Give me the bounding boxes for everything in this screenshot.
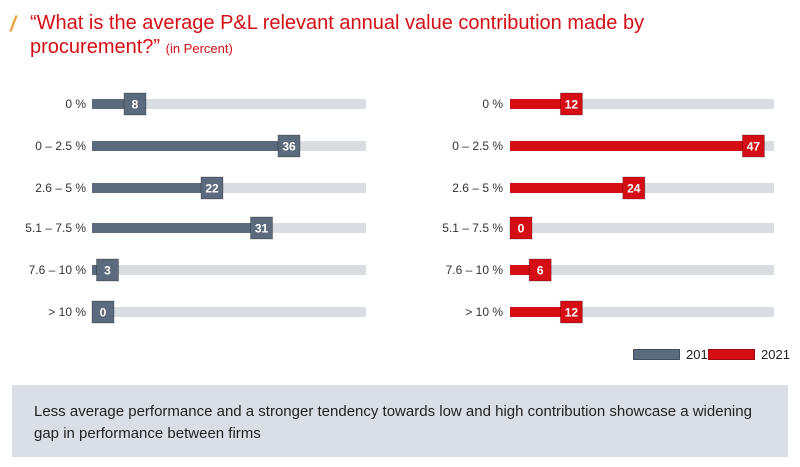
value-box-2021: [622, 176, 646, 200]
data-label-2021: 24: [627, 182, 641, 196]
footer-note: Less average performance and a stronger …: [12, 385, 788, 457]
data-label-2021: 47: [747, 140, 761, 154]
bar-track-2021: [510, 265, 774, 275]
title-accent-slash: /: [10, 13, 16, 36]
chart-title-main: “What is the average P&L relevant annual…: [30, 12, 645, 58]
category-label-2019: > 10 %: [48, 305, 86, 319]
bar-track-2019: [92, 265, 366, 275]
legend-2019: 2019: [633, 346, 715, 362]
value-box-2019: [123, 92, 147, 116]
value-box-2021: [559, 92, 583, 116]
category-label-2019: 7.6 – 10 %: [29, 263, 87, 277]
bar-2019: [92, 183, 213, 193]
value-box-2021: [528, 258, 552, 282]
bar-2019: [92, 223, 263, 233]
data-label-2021: 6: [537, 264, 544, 278]
bar-track-2021: [510, 99, 774, 109]
category-label-2021: 2.6 – 5 %: [452, 181, 503, 195]
category-label-2021: > 10 %: [465, 305, 503, 319]
bar-2019: [92, 99, 136, 109]
footer-text: Less average performance and a stronger …: [34, 403, 752, 442]
value-box-2021: [559, 300, 583, 324]
data-label-2021: 12: [565, 306, 579, 320]
bar-track-2019: [92, 307, 366, 317]
category-label-2021: 0 %: [482, 97, 503, 111]
data-label-2019: 0: [100, 306, 107, 320]
legend-swatch-2021: [708, 348, 755, 360]
value-box-2019: [96, 258, 119, 282]
data-label-2021: 0: [518, 222, 525, 236]
category-label-2021: 0 – 2.5 %: [452, 139, 503, 153]
data-label-2021: 12: [565, 98, 579, 112]
value-box-2019: [91, 300, 115, 324]
category-label-2021: 7.6 – 10 %: [446, 263, 504, 277]
bar-track-2019: [92, 99, 366, 109]
value-box-2021: [509, 216, 533, 240]
bar-2021: [510, 307, 573, 317]
category-label-2019: 0 – 2.5 %: [35, 139, 86, 153]
legend-2021: 2021: [708, 346, 790, 362]
category-label-2019: 2.6 – 5 %: [35, 181, 86, 195]
data-label-2019: 8: [132, 98, 139, 112]
data-label-2019: 22: [205, 182, 219, 196]
category-label-2021: 5.1 – 7.5 %: [442, 221, 503, 235]
bar-track-2021: [510, 307, 774, 317]
chart-title-unit: (in Percent): [165, 41, 233, 56]
chart-title: “What is the average P&L relevant annual…: [30, 11, 770, 61]
bar-track-2021: [510, 223, 774, 233]
bar-2021: [510, 183, 635, 193]
value-box-2021: [741, 134, 765, 158]
category-label-2019: 5.1 – 7.5 %: [25, 221, 86, 235]
legend-swatch-2019: [633, 348, 680, 360]
category-label-2019: 0 %: [65, 97, 86, 111]
value-box-2019: [277, 134, 301, 158]
data-label-2019: 36: [282, 140, 296, 154]
bar-2021: [510, 99, 573, 109]
data-label-2019: 3: [104, 264, 111, 278]
bar-2021: [510, 141, 755, 151]
legend-label-2021: 2021: [761, 346, 790, 362]
bar-track-2019: [92, 183, 366, 193]
value-box-2019: [250, 216, 273, 240]
bar-2021: [510, 265, 542, 275]
data-label-2019: 31: [255, 222, 269, 236]
bar-2019: [92, 141, 290, 151]
value-box-2019: [200, 176, 224, 200]
legend-label-2019: 2019: [686, 346, 715, 362]
